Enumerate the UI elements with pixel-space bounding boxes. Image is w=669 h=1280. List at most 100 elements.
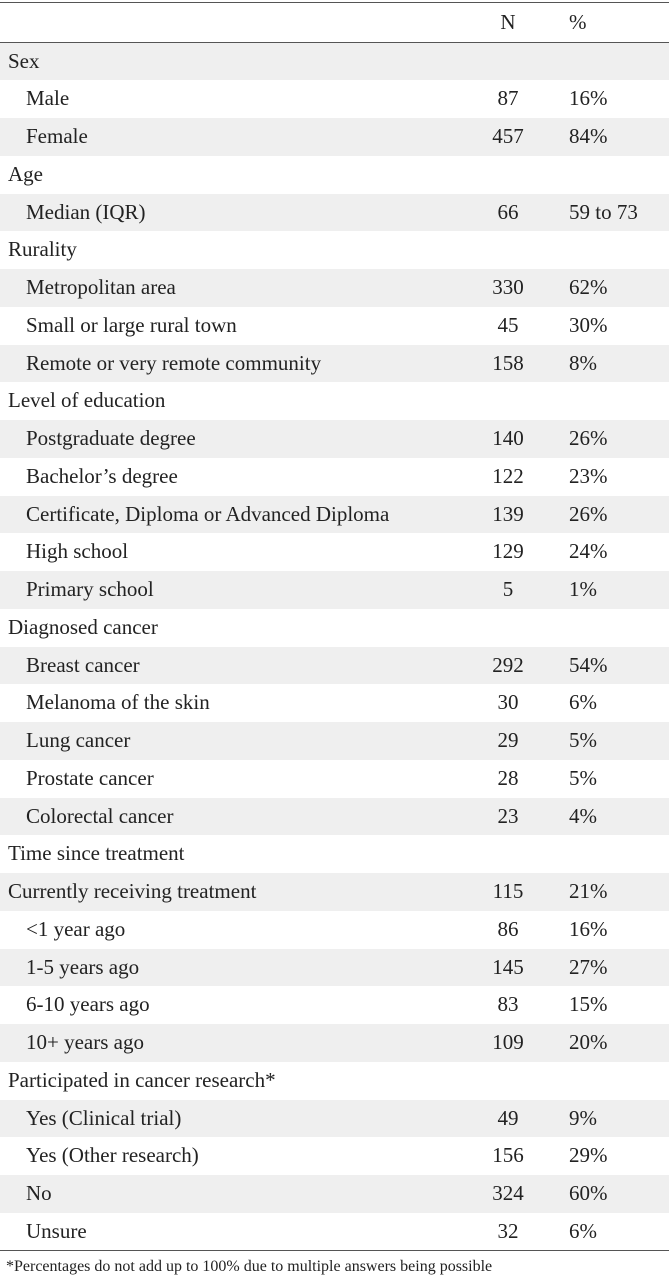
count-cell: 87 bbox=[497, 86, 519, 111]
row-label: Breast cancer bbox=[26, 652, 140, 677]
table-row: Postgraduate degree 140 26% bbox=[0, 420, 669, 458]
table-row: Sex bbox=[0, 42, 669, 81]
table-row: Unsure 32 6% bbox=[0, 1213, 669, 1251]
table-row: Prostate cancer 28 5% bbox=[0, 760, 669, 798]
count-cell: 156 bbox=[492, 1143, 524, 1168]
percent-cell: 21% bbox=[569, 879, 608, 903]
row-label: 10+ years ago bbox=[26, 1030, 144, 1054]
count-cell: 49 bbox=[497, 1105, 519, 1130]
row-label: Bachelor’s degree bbox=[26, 463, 178, 488]
table-row: Female 457 84% bbox=[0, 118, 669, 156]
table-row: Age bbox=[0, 156, 669, 194]
percent-cell: 84% bbox=[569, 124, 608, 148]
row-label: Certificate, Diploma or Advanced Diploma bbox=[26, 501, 390, 526]
count-cell: 129 bbox=[492, 539, 524, 564]
table-row: Median (IQR) 66 59 to 73 bbox=[0, 193, 669, 232]
count-cell: 23 bbox=[497, 803, 519, 828]
header-pct: % bbox=[569, 10, 587, 34]
table-row: Rurality bbox=[0, 231, 669, 269]
table-row: Yes (Clinical trial) 49 9% bbox=[0, 1099, 669, 1138]
count-cell: 324 bbox=[492, 1181, 524, 1205]
row-label: Postgraduate degree bbox=[26, 426, 196, 450]
table-row: Colorectal cancer 23 4% bbox=[0, 797, 669, 836]
row-label: Participated in cancer research* bbox=[8, 1067, 276, 1092]
table-row: Participated in cancer research* bbox=[0, 1062, 669, 1100]
count-cell: 139 bbox=[492, 501, 524, 526]
table-row: High school 129 24% bbox=[0, 533, 669, 571]
table-row: <1 year ago 86 16% bbox=[0, 911, 669, 949]
count-cell: 115 bbox=[492, 879, 524, 903]
percent-cell: 54% bbox=[569, 652, 608, 677]
row-label: Remote or very remote community bbox=[26, 350, 322, 375]
table-row: Currently receiving treatment 115 21% bbox=[0, 873, 669, 911]
row-label: Yes (Other research) bbox=[26, 1143, 199, 1168]
count-cell: 32 bbox=[497, 1218, 519, 1243]
table-row: Certificate, Diploma or Advanced Diploma… bbox=[0, 495, 669, 534]
percent-cell: 27% bbox=[569, 954, 608, 979]
percent-cell: 20% bbox=[569, 1030, 608, 1054]
percent-cell: 6% bbox=[569, 690, 597, 715]
table-row: Small or large rural town 45 30% bbox=[0, 307, 669, 345]
count-cell: 457 bbox=[492, 124, 524, 148]
table-row: Male 87 16% bbox=[0, 80, 669, 118]
percent-cell: 16% bbox=[569, 86, 608, 111]
row-label: Level of education bbox=[8, 388, 166, 413]
table-row: Primary school 5 1% bbox=[0, 571, 669, 609]
row-label: Sex bbox=[8, 48, 40, 73]
percent-cell: 4% bbox=[569, 803, 597, 828]
row-label: Currently receiving treatment bbox=[8, 879, 257, 903]
percent-cell: 62% bbox=[569, 275, 608, 299]
count-cell: 66 bbox=[497, 199, 519, 224]
header-n: N bbox=[500, 10, 516, 34]
row-label: Unsure bbox=[26, 1218, 87, 1243]
row-label: Primary school bbox=[26, 577, 154, 601]
table-row: 1-5 years ago 145 27% bbox=[0, 948, 669, 987]
count-cell: 330 bbox=[492, 275, 524, 299]
row-label: Yes (Clinical trial) bbox=[26, 1105, 182, 1130]
table-row: Bachelor’s degree 122 23% bbox=[0, 458, 669, 496]
count-cell: 122 bbox=[492, 463, 524, 488]
row-label: Female bbox=[26, 124, 88, 148]
table-row: Remote or very remote community 158 8% bbox=[0, 344, 669, 383]
row-label: <1 year ago bbox=[26, 916, 126, 941]
percent-cell: 24% bbox=[569, 539, 608, 564]
count-cell: 292 bbox=[492, 652, 524, 677]
percent-cell: 15% bbox=[569, 992, 608, 1017]
table-row: Yes (Other research) 156 29% bbox=[0, 1137, 669, 1175]
row-label: Prostate cancer bbox=[26, 765, 154, 790]
count-cell: 28 bbox=[497, 765, 519, 790]
row-label: 1-5 years ago bbox=[26, 954, 140, 979]
count-cell: 30 bbox=[497, 690, 519, 715]
percent-cell: 1% bbox=[569, 577, 597, 601]
percent-cell: 59 to 73 bbox=[569, 199, 638, 224]
row-label: Colorectal cancer bbox=[26, 803, 174, 828]
row-label: Time since treatment bbox=[8, 841, 185, 866]
table-row: Melanoma of the skin 30 6% bbox=[0, 684, 669, 722]
count-cell: 83 bbox=[497, 992, 519, 1017]
count-cell: 86 bbox=[497, 916, 519, 941]
table-row: 10+ years ago 109 20% bbox=[0, 1024, 669, 1062]
row-label: 6-10 years ago bbox=[26, 992, 150, 1017]
percent-cell: 5% bbox=[569, 728, 597, 752]
table-row: Time since treatment bbox=[0, 835, 669, 873]
count-cell: 140 bbox=[492, 426, 524, 450]
count-cell: 158 bbox=[492, 350, 524, 375]
table-row: Metropolitan area 330 62% bbox=[0, 269, 669, 307]
row-label: Age bbox=[8, 161, 43, 186]
row-label: High school bbox=[26, 539, 129, 564]
percent-cell: 6% bbox=[569, 1218, 597, 1243]
table-row: Level of education bbox=[0, 382, 669, 420]
row-label: Lung cancer bbox=[26, 728, 131, 752]
row-label: Melanoma of the skin bbox=[26, 690, 210, 715]
row-label: Metropolitan area bbox=[26, 275, 176, 299]
row-label: No bbox=[26, 1181, 52, 1205]
table-row: Diagnosed cancer bbox=[0, 609, 669, 647]
percent-cell: 5% bbox=[569, 765, 597, 790]
percent-cell: 29% bbox=[569, 1143, 608, 1168]
percent-cell: 9% bbox=[569, 1105, 597, 1130]
percent-cell: 26% bbox=[569, 501, 608, 526]
count-cell: 45 bbox=[497, 312, 519, 337]
percent-cell: 60% bbox=[569, 1181, 608, 1205]
row-label: Male bbox=[26, 86, 70, 111]
